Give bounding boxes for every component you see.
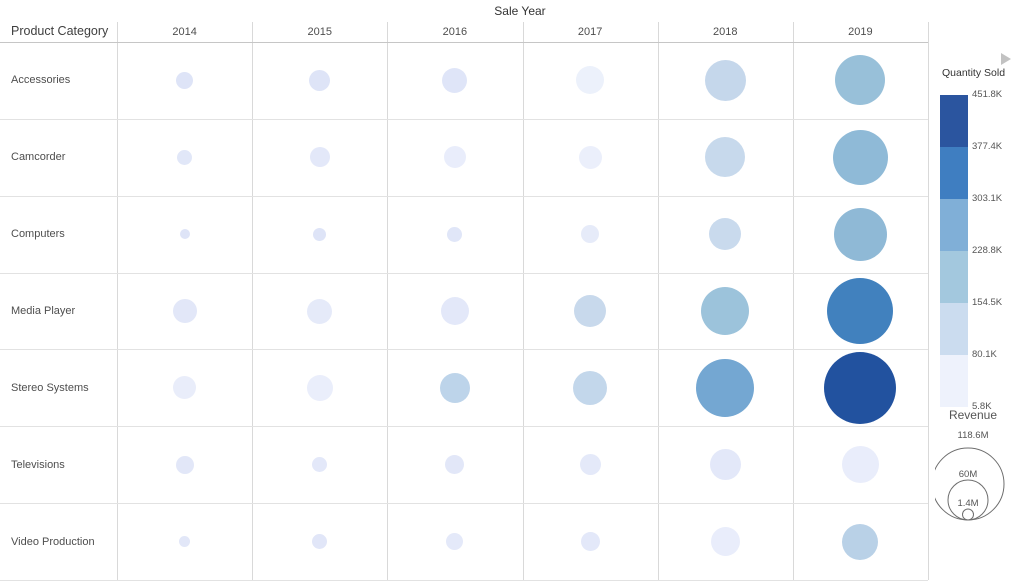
quantity-color-ramp[interactable]: 451.8K 377.4K 303.1K 228.8K 154.5K 80.1K 5.8K	[930, 0, 1021, 588]
bubble-media-player-2019[interactable]	[827, 278, 894, 344]
grid-hline	[0, 42, 928, 43]
bubble-video-production-2017[interactable]	[580, 532, 600, 552]
x-axis-title: Sale Year	[494, 4, 546, 18]
bubble-televisions-2014[interactable]	[175, 455, 194, 474]
bubble-accessories-2019[interactable]	[835, 55, 886, 106]
ramp-tick-label: 451.8K	[972, 89, 1003, 100]
category-label-accessories[interactable]: Accessories	[11, 74, 71, 87]
revenue-size-legend: 60M 1.4M	[935, 447, 1005, 521]
bubble-computers-2016[interactable]	[447, 226, 463, 242]
ramp-tick-label: 228.8K	[972, 245, 1003, 256]
bubble-camcorder-2014[interactable]	[177, 149, 193, 165]
ramp-segment-3[interactable]	[940, 251, 968, 303]
bubble-video-production-2015[interactable]	[312, 534, 328, 550]
bubble-media-player-2016[interactable]	[440, 297, 469, 325]
size-legend-circle-2	[962, 508, 974, 521]
category-label-televisions[interactable]: Televisions	[11, 458, 65, 471]
grid-hline	[0, 272, 928, 274]
grid-hline	[0, 580, 928, 581]
revenue-legend-title: Revenue	[948, 408, 998, 422]
ramp-segment-2[interactable]	[940, 199, 968, 251]
grid-vline	[117, 22, 118, 580]
grid-hline	[0, 349, 928, 351]
ramp-segment-0[interactable]	[940, 95, 968, 147]
year-header-2018[interactable]: 2018	[713, 26, 738, 38]
bubble-televisions-2018[interactable]	[709, 449, 741, 481]
year-header-2017[interactable]: 2017	[577, 26, 603, 38]
bubble-media-player-2018[interactable]	[701, 287, 750, 335]
bubble-camcorder-2015[interactable]	[309, 147, 330, 168]
ramp-tick-label: 5.8K	[972, 401, 992, 412]
bubble-video-production-2018[interactable]	[710, 527, 740, 557]
bubble-accessories-2015[interactable]	[309, 69, 331, 91]
ramp-segment-4[interactable]	[940, 303, 968, 355]
revenue-max-size-label: 118.6M	[957, 430, 989, 441]
bubble-accessories-2017[interactable]	[576, 66, 605, 95]
bubble-camcorder-2017[interactable]	[578, 145, 602, 169]
bubble-computers-2017[interactable]	[581, 225, 600, 244]
legend-expander-arrow-icon[interactable]	[1001, 53, 1011, 65]
size-legend-label: 1.4M	[957, 498, 978, 509]
legend-panel: Quantity Sold 451.8K 377.4K 303.1K 228.8K 15…	[930, 0, 1021, 588]
grid-hline	[0, 195, 928, 197]
bubble-stereo-systems-2018[interactable]	[696, 358, 755, 417]
ramp-tick-label: 154.5K	[972, 297, 1003, 308]
bubble-camcorder-2019[interactable]	[832, 129, 888, 185]
grid-hline	[0, 426, 928, 428]
grid-hline	[0, 503, 928, 505]
grid-vline	[252, 22, 254, 580]
bubble-camcorder-2018[interactable]	[705, 137, 746, 178]
year-header-2019[interactable]: 2019	[848, 26, 873, 38]
bubble-stereo-systems-2016[interactable]	[439, 372, 470, 403]
bubble-video-production-2014[interactable]	[179, 536, 191, 548]
bubble-camcorder-2016[interactable]	[443, 146, 466, 169]
ramp-segment-1[interactable]	[940, 147, 968, 199]
bubble-accessories-2018[interactable]	[704, 59, 746, 101]
bubble-televisions-2015[interactable]	[312, 457, 328, 473]
bubble-accessories-2016[interactable]	[442, 67, 468, 93]
grid-vline	[928, 22, 929, 580]
bubble-computers-2019[interactable]	[833, 207, 887, 261]
quantity-legend-title: Quantity Sold	[942, 67, 1006, 79]
bubble-media-player-2017[interactable]	[574, 295, 607, 327]
bubble-televisions-2019[interactable]	[841, 446, 879, 484]
grid-vline	[522, 22, 524, 580]
bubble-stereo-systems-2019[interactable]	[824, 351, 897, 424]
category-label-computers[interactable]: Computers	[11, 228, 65, 241]
ramp-tick-label: 377.4K	[972, 141, 1003, 152]
bubble-computers-2015[interactable]	[313, 227, 327, 241]
ramp-segment-5[interactable]	[940, 355, 968, 407]
bubble-televisions-2017[interactable]	[579, 454, 601, 476]
bubble-computers-2018[interactable]	[709, 218, 742, 251]
category-label-video-production[interactable]: Video Production	[11, 535, 95, 548]
category-label-media-player[interactable]: Media Player	[11, 305, 76, 318]
grid-vline	[792, 22, 794, 580]
category-label-camcorder[interactable]: Camcorder	[11, 151, 66, 164]
bubble-media-player-2015[interactable]	[307, 298, 333, 324]
bubble-stereo-systems-2017[interactable]	[573, 370, 608, 405]
year-header-2014[interactable]: 2014	[172, 26, 197, 38]
bubble-computers-2014[interactable]	[179, 229, 190, 240]
bubble-televisions-2016[interactable]	[445, 455, 465, 475]
grid-hline	[0, 118, 928, 120]
row-header-title: Product Category	[11, 24, 109, 38]
ramp-tick-label: 80.1K	[972, 349, 997, 360]
bubble-video-production-2016[interactable]	[446, 533, 464, 551]
ramp-tick-label: 303.1K	[972, 193, 1003, 204]
bubble-accessories-2014[interactable]	[176, 71, 194, 89]
year-header-2016[interactable]: 2016	[442, 26, 468, 38]
grid-vline	[387, 22, 389, 580]
grid-vline	[657, 22, 659, 580]
category-label-stereo-systems[interactable]: Stereo Systems	[11, 381, 89, 394]
bubble-stereo-systems-2014[interactable]	[173, 376, 197, 400]
bubble-stereo-systems-2015[interactable]	[306, 374, 333, 401]
size-legend-label: 60M	[959, 469, 978, 480]
bubble-video-production-2019[interactable]	[842, 523, 879, 560]
year-header-2015[interactable]: 2015	[307, 26, 333, 38]
bubble-media-player-2014[interactable]	[172, 299, 197, 323]
